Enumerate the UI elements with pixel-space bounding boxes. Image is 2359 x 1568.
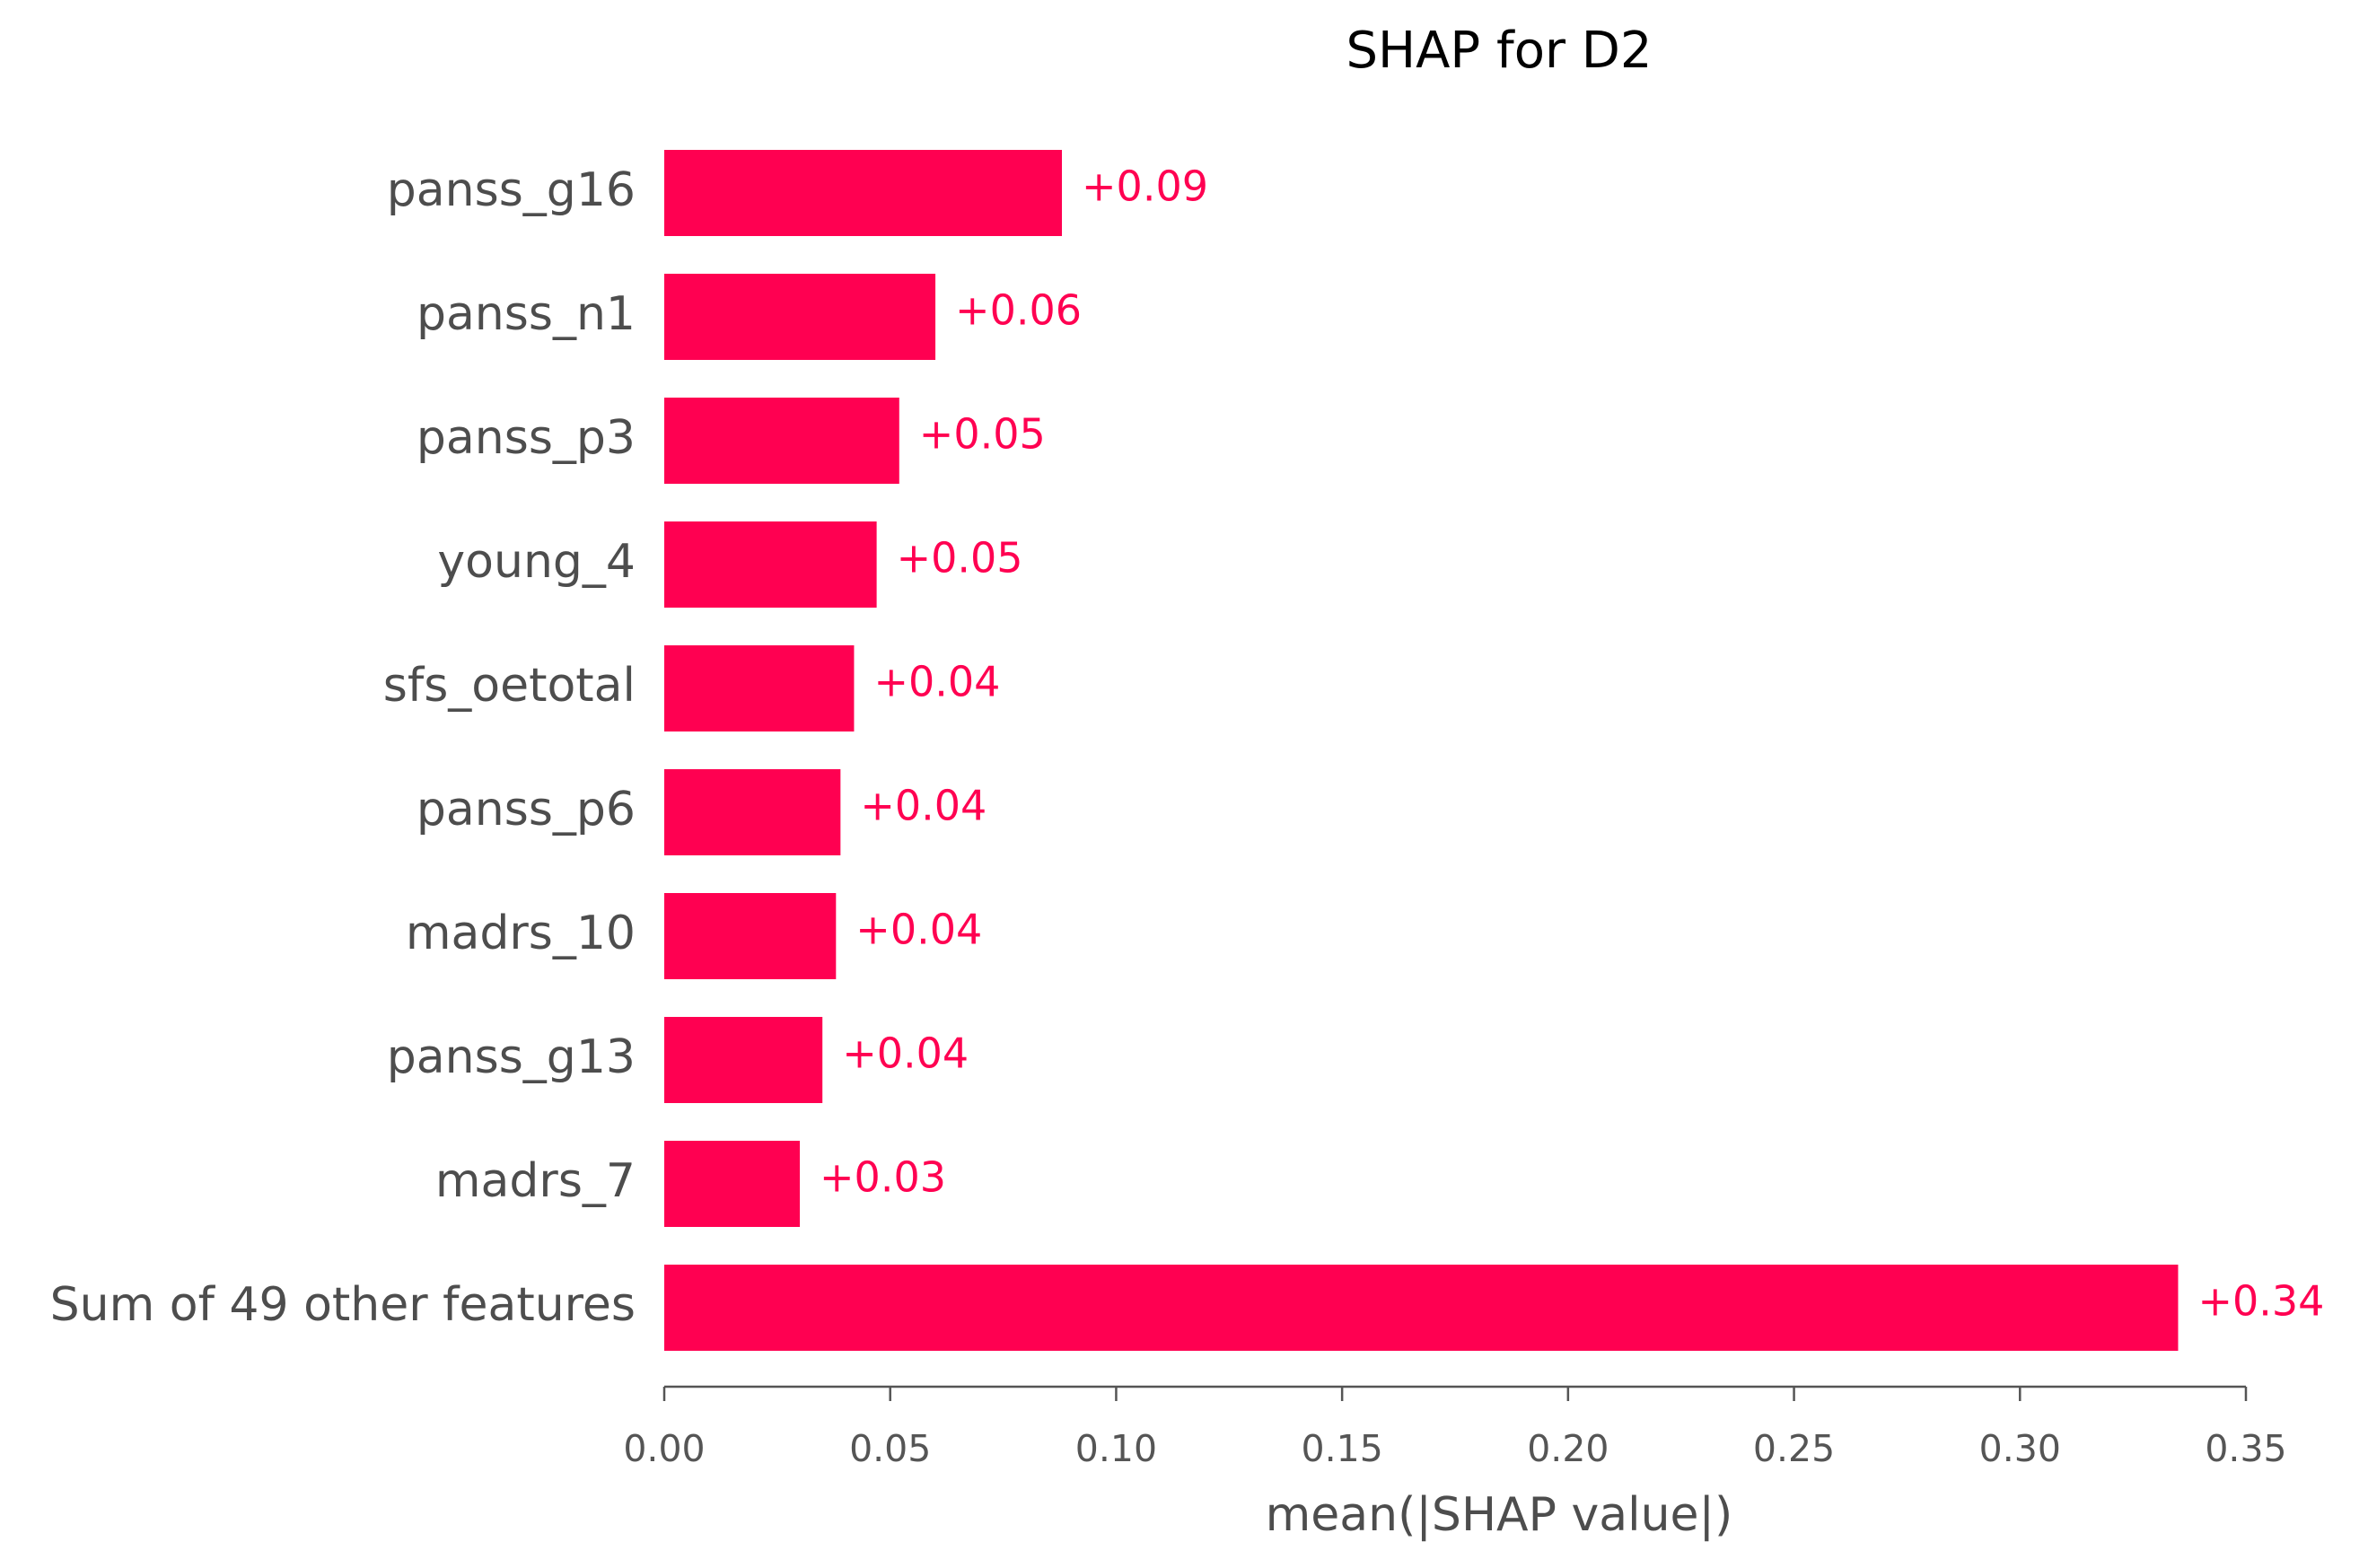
- bar-8: [664, 1017, 823, 1103]
- x-tick-label: 0.10: [1075, 1427, 1157, 1470]
- category-label: madrs_7: [435, 1154, 636, 1208]
- category-label: panss_p6: [417, 783, 636, 837]
- x-tick-label: 0.35: [2205, 1427, 2286, 1470]
- category-label: sfs_oetotal: [383, 659, 636, 713]
- x-tick-label: 0.30: [1979, 1427, 2061, 1470]
- x-tick-label: 0.25: [1753, 1427, 1835, 1470]
- category-labels-group: panss_g16 panss_n1 panss_p3 young_4 sfs_oeto…: [50, 163, 636, 1332]
- bars-group: [664, 150, 2179, 1351]
- value-label: +0.04: [873, 658, 1000, 706]
- x-tick-label: 0.20: [1527, 1427, 1609, 1470]
- value-label: +0.05: [897, 534, 1023, 583]
- chart-title: SHAP for D2: [1346, 22, 1652, 80]
- category-label: madrs_10: [406, 907, 636, 960]
- value-label: +0.03: [820, 1153, 946, 1202]
- bar-3: [664, 398, 899, 484]
- x-axis-label: mean(|SHAP value|): [1266, 1488, 1733, 1542]
- bar-7: [664, 893, 837, 979]
- value-label: +0.05: [919, 410, 1046, 459]
- category-label: panss_n1: [417, 287, 636, 341]
- category-label: panss_g16: [387, 163, 636, 217]
- value-label: +0.09: [1082, 162, 1208, 211]
- category-label: panss_p3: [417, 411, 636, 465]
- x-tick-label: 0.00: [623, 1427, 705, 1470]
- bar-2: [664, 274, 936, 360]
- value-label: +0.04: [855, 906, 982, 954]
- value-label: +0.04: [842, 1029, 969, 1078]
- x-tick-label: 0.15: [1301, 1427, 1382, 1470]
- x-ticks-group: 0.00 0.05 0.10 0.15 0.20 0.25 0.30 0.35: [623, 1387, 2287, 1470]
- value-labels-group: +0.09 +0.06 +0.05 +0.05 +0.04 +0.04 +0.04 +0.04…: [820, 162, 2324, 1326]
- bar-6: [664, 769, 841, 855]
- bar-9: [664, 1141, 801, 1227]
- category-label: panss_g13: [387, 1030, 636, 1084]
- bar-5: [664, 645, 855, 731]
- bar-4: [664, 521, 877, 608]
- value-label: +0.34: [2197, 1277, 2324, 1326]
- bar-1: [664, 150, 1063, 236]
- category-label: young_4: [437, 535, 636, 589]
- value-label: +0.04: [860, 782, 987, 830]
- value-label: +0.06: [955, 286, 1082, 335]
- category-label: Sum of 49 other features: [50, 1278, 636, 1332]
- x-tick-label: 0.05: [849, 1427, 931, 1470]
- bar-10: [664, 1265, 2179, 1351]
